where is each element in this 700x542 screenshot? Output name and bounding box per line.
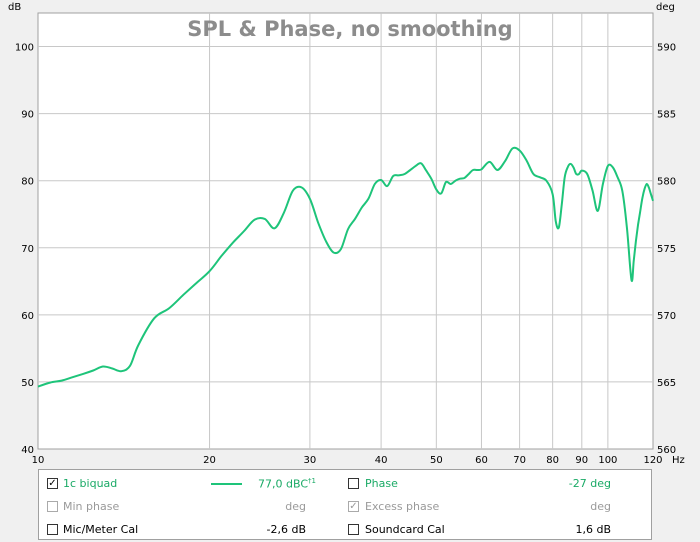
measurement-value: 77,0 dBC†1 (258, 477, 316, 491)
y2-tick-label: 560 (657, 445, 676, 456)
spl-chart: 10 20 30 40 50 60 70 80 90 100 120 40 50 60 70 80 90 100… (8, 2, 685, 466)
y-tick-label: 100 (15, 43, 34, 54)
x-tick-label: 10 (32, 455, 45, 466)
series-color-swatch (211, 483, 242, 485)
x-tick-label: 60 (475, 455, 488, 466)
y2-tick-label: 580 (657, 177, 676, 188)
series-group (37, 146, 654, 388)
show-measurement-checkbox[interactable]: ✓ (47, 478, 58, 489)
y-tick-label: 80 (21, 177, 34, 188)
chart-title: SPL & Phase, no smoothing (187, 17, 512, 41)
y2-tick-label: 585 (657, 110, 676, 121)
x-tick-label: 70 (513, 455, 526, 466)
y-tick-label: 90 (21, 110, 34, 121)
y-tick-label: 40 (21, 445, 34, 456)
x-tick-label: 30 (304, 455, 317, 466)
y2-tick-label: 590 (657, 43, 676, 54)
excess-phase-checkbox[interactable]: ✓ (348, 501, 359, 512)
mic-meter-cal-value: -2,6 dB (266, 523, 307, 536)
x-tick-label: 100 (598, 455, 617, 466)
y-tick-label: 50 (21, 378, 34, 389)
x-tick-label: 20 (203, 455, 216, 466)
mic-meter-cal-checkbox[interactable] (47, 524, 58, 535)
series-line-1c-biquad (37, 146, 654, 388)
plot-area (37, 12, 654, 450)
measurement-name: 1c biquad (63, 477, 118, 490)
x-tick-label: 80 (546, 455, 559, 466)
soundcard-cal-value: 1,6 dB (575, 523, 611, 536)
y2-tick-label: 570 (657, 311, 676, 322)
y2-tick-label: 575 (657, 244, 676, 255)
grid-lines (38, 13, 653, 449)
legend-row-measurement: ✓ 1c biquad 77,0 dBC†1 Phase -27 deg (39, 472, 651, 494)
x-axis-ticks: 10 20 30 40 50 60 70 80 90 100 120 (32, 455, 663, 466)
y-tick-label: 70 (21, 244, 34, 255)
legend-row-minphase: Min phase deg ✓ Excess phase deg (39, 495, 651, 517)
y-axis-ticks: 40 50 60 70 80 90 100 (15, 43, 34, 456)
excess-phase-value: deg (590, 500, 611, 513)
x-tick-label: 90 (575, 455, 588, 466)
legend-row-cal: Mic/Meter Cal -2,6 dB Soundcard Cal 1,6 … (39, 518, 651, 540)
x-axis-unit: Hz (672, 455, 685, 466)
y2-tick-label: 565 (657, 378, 676, 389)
excess-phase-label: Excess phase (365, 500, 440, 513)
legend-panel: ✓ 1c biquad 77,0 dBC†1 Phase -27 deg Min… (38, 469, 652, 540)
x-tick-label: 40 (375, 455, 388, 466)
x-tick-label: 50 (430, 455, 443, 466)
phase-label: Phase (365, 477, 398, 490)
soundcard-cal-label: Soundcard Cal (365, 523, 445, 536)
soundcard-cal-checkbox[interactable] (348, 524, 359, 535)
phase-value: -27 deg (568, 477, 611, 490)
mic-meter-cal-label: Mic/Meter Cal (63, 523, 139, 536)
min-phase-label: Min phase (63, 500, 120, 513)
y2-axis-unit: deg (656, 2, 675, 13)
y-tick-label: 60 (21, 311, 34, 322)
y2-axis-ticks: 560 565 570 575 580 585 590 (657, 43, 676, 456)
phase-checkbox[interactable] (348, 478, 359, 489)
x-tick-label: 120 (643, 455, 662, 466)
min-phase-value: deg (285, 500, 306, 513)
min-phase-checkbox[interactable] (47, 501, 58, 512)
y-axis-unit: dB (8, 2, 21, 13)
